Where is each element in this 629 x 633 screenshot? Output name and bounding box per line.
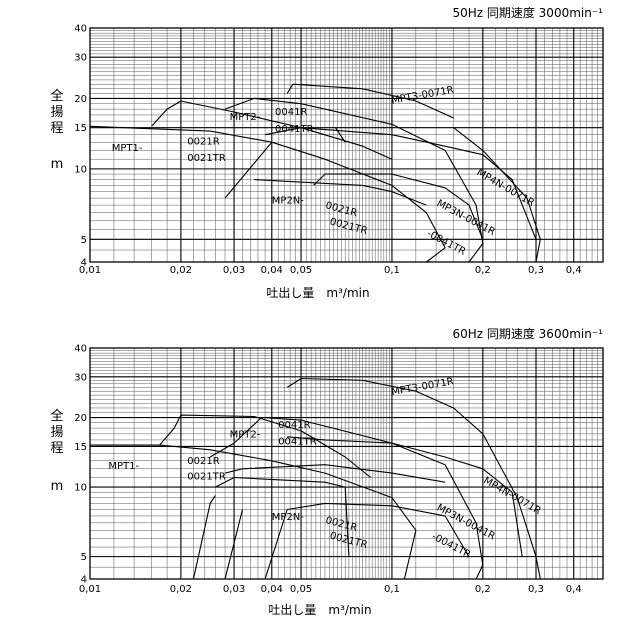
performance-curve [286, 377, 541, 580]
curve-label: MP2N- [272, 512, 305, 523]
x-tick-label: 0,3 [528, 584, 544, 595]
curve-label: 0041R [275, 107, 307, 118]
y-axis-label-char: 程 [50, 121, 63, 136]
y-axis-label-char: 揚 [50, 424, 63, 440]
curve-label: 0021R [187, 456, 219, 467]
y-axis-unit: m [51, 479, 64, 494]
y-tick-label: 5 [81, 235, 87, 246]
curve-label: 0021R [187, 137, 219, 148]
curve-label: MPT2- [230, 429, 261, 440]
y-axis-label-char: 揚 [50, 104, 63, 120]
y-axis-label-char: 程 [50, 441, 63, 456]
x-tick-label: 0,02 [170, 265, 192, 276]
y-tick-label: 5 [81, 552, 87, 563]
x-axis-label: 吐出し量 m³/min [268, 603, 371, 617]
x-tick-label: 0,01 [79, 265, 101, 276]
curve-label: MPT1- [112, 143, 143, 154]
x-tick-label: 0,2 [475, 584, 491, 595]
y-tick-label: 15 [74, 442, 87, 453]
x-tick-label: 0,4 [566, 584, 582, 595]
performance-curve [215, 476, 350, 557]
x-tick-label: 0,1 [384, 265, 400, 276]
performance-curve [335, 127, 346, 143]
performance-curve [90, 444, 417, 580]
curve-label: MPT3-0071R [391, 85, 455, 107]
plot-frame [89, 347, 604, 580]
performance-curve [264, 502, 470, 580]
x-tick-label: 0,05 [290, 265, 312, 276]
performance-curve [264, 127, 537, 240]
x-tick-label: 0,04 [261, 265, 283, 276]
performance-curve [192, 495, 216, 580]
y-tick-label: 20 [74, 413, 87, 424]
curve-label: 0021TR [187, 471, 226, 482]
y-axis-label-char: 全 [50, 408, 63, 424]
y-tick-label: 30 [74, 53, 87, 64]
y-tick-label: 4 [81, 575, 87, 586]
chart-panel-1: MPT1- 0021R 0021TR MPT2- 0041R 0041TR MPT3-007… [50, 5, 604, 300]
curve-label: MP3N-0041R [435, 198, 497, 238]
y-tick-label: 20 [74, 94, 87, 105]
y-tick-label: 40 [74, 24, 87, 35]
x-tick-label: 0,2 [475, 265, 491, 276]
x-axis-label: 吐出し量 m³/min [266, 286, 369, 300]
performance-curve [254, 179, 427, 206]
y-tick-label: 10 [74, 483, 87, 494]
y-axis-label-char: 全 [50, 88, 63, 104]
y-tick-label: 10 [74, 164, 87, 175]
y-tick-label: 40 [74, 344, 87, 355]
chart-title: 60Hz 同期速度 3600min⁻¹ [452, 326, 603, 341]
performance-curve [313, 173, 484, 240]
y-tick-label: 15 [74, 123, 87, 134]
performance-curve [151, 100, 393, 160]
x-tick-label: 0,4 [566, 265, 582, 276]
performance-curve [224, 509, 244, 580]
chart-title: 50Hz 同期速度 3000min⁻¹ [452, 5, 603, 20]
performance-curve [224, 141, 273, 199]
performance-curve [286, 83, 454, 119]
curve-label: 0041TR [275, 124, 314, 135]
performance-curve [159, 414, 371, 478]
curve-label: MP4N-0071R [481, 475, 542, 517]
x-tick-label: 0,03 [223, 265, 245, 276]
curve-label: 0041R [278, 420, 310, 431]
curve-label: MPT1- [108, 461, 139, 472]
chart-panel-2: MPT1- 0021R 0021TR MPT2- 0041R 0041TR MPT3-007… [50, 326, 604, 617]
curve-label: MPT3-0071R [391, 376, 455, 398]
performance-curve [453, 127, 541, 263]
plot-frame [89, 27, 604, 263]
curve-label: MP2N- [272, 196, 305, 207]
performance-curve [209, 416, 484, 580]
performance-curve [89, 125, 446, 263]
y-tick-label: 30 [74, 372, 87, 383]
curve-label: 0041TR [278, 436, 317, 447]
x-tick-label: 0,04 [261, 584, 283, 595]
x-tick-label: 0,01 [79, 584, 101, 595]
y-axis-unit: m [51, 157, 64, 172]
curve-label: MPT2- [230, 112, 261, 123]
x-tick-label: 0,03 [223, 584, 245, 595]
x-tick-label: 0,05 [290, 584, 312, 595]
y-tick-label: 4 [81, 258, 87, 269]
curve-label: 0021TR [187, 153, 226, 164]
x-tick-label: 0,02 [170, 584, 192, 595]
x-tick-label: 0,3 [528, 265, 544, 276]
x-tick-label: 0,1 [384, 584, 400, 595]
performance-curve [287, 436, 523, 557]
curve-label: -0041TR [425, 228, 467, 258]
performance-curve [224, 464, 446, 483]
